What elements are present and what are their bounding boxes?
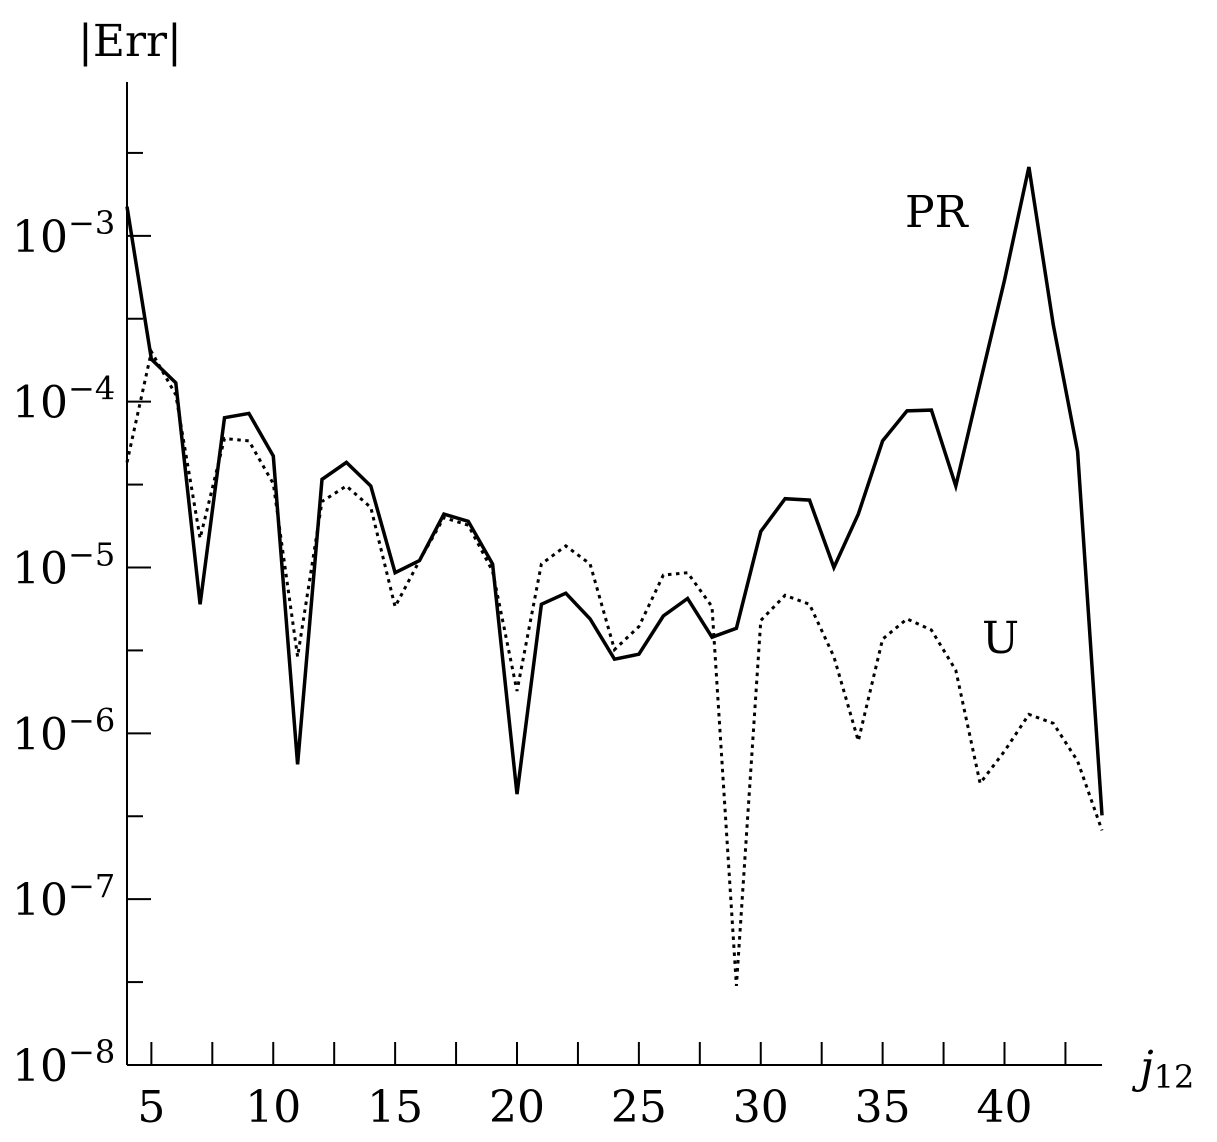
y-tick-label: 10−7: [12, 867, 115, 926]
series-line-pr: [125, 166, 1104, 816]
x-tick-label: 40: [977, 1082, 1033, 1133]
x-axis-title: j12: [1131, 1042, 1194, 1096]
y-tick-label: 10−4: [12, 370, 115, 429]
series-label-u: U: [982, 613, 1019, 664]
y-tick-label: 10−8: [12, 1033, 115, 1092]
x-tick-label: 15: [367, 1082, 423, 1133]
x-tick-label: 5: [137, 1082, 165, 1133]
x-tick-label: 30: [733, 1082, 789, 1133]
y-tick-label: 10−6: [12, 701, 115, 760]
y-tick-label: 10−5: [12, 536, 115, 595]
y-tick-label: 10−3: [12, 204, 115, 263]
x-tick-label: 35: [855, 1082, 911, 1133]
series-label-pr: PR: [905, 187, 970, 238]
series-line-u: [125, 347, 1104, 986]
y-axis-title: |Err|: [78, 16, 182, 67]
axes: [126, 82, 1102, 1066]
x-tick-label: 25: [611, 1082, 667, 1133]
x-tick-label: 10: [245, 1082, 301, 1133]
series-layer: [125, 166, 1104, 986]
x-tick-label: 20: [489, 1082, 545, 1133]
labels: 5 10 15 20 25 30 35 40 10−3 10−4 10−5 10−6 10−7 10−8 |…: [12, 16, 1194, 1133]
